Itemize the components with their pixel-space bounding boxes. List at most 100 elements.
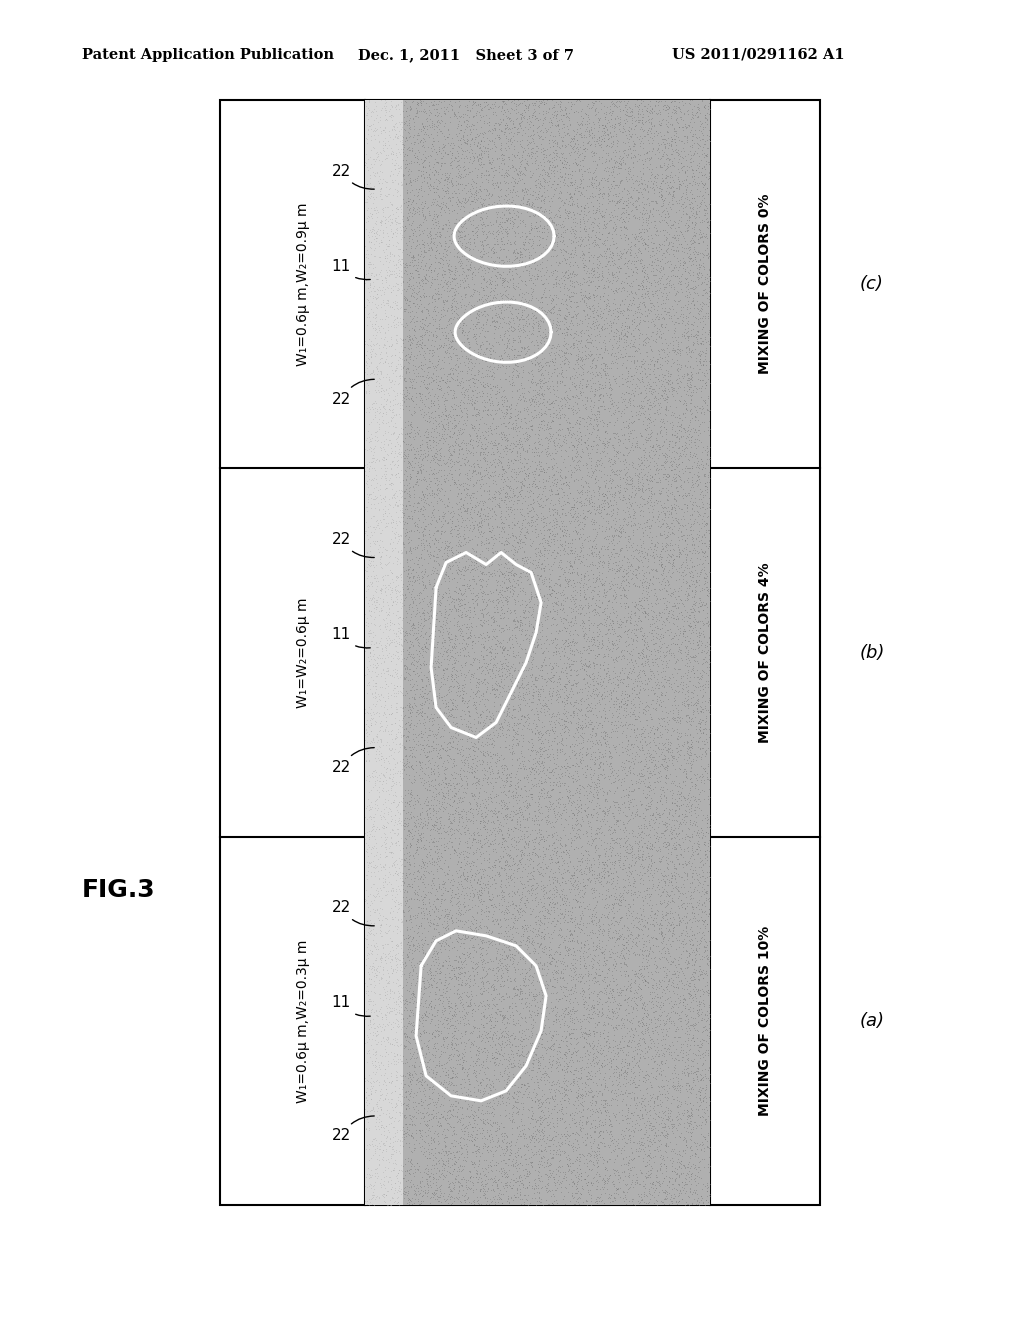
Point xyxy=(599,413,615,434)
Point xyxy=(690,96,707,117)
Point xyxy=(370,290,386,312)
Point xyxy=(602,841,618,862)
Point xyxy=(698,1074,715,1096)
Point xyxy=(631,664,647,685)
Point xyxy=(449,672,465,693)
Point xyxy=(383,161,399,182)
Point xyxy=(380,721,396,742)
Point xyxy=(586,124,602,145)
Point xyxy=(656,578,673,599)
Point xyxy=(376,657,392,678)
Point xyxy=(510,1171,526,1192)
Point xyxy=(689,543,706,564)
Point xyxy=(388,1018,404,1039)
Point xyxy=(567,321,584,342)
Point xyxy=(497,638,513,659)
Point xyxy=(457,132,473,153)
Point xyxy=(519,570,536,591)
Point xyxy=(451,779,467,800)
Point xyxy=(416,374,432,395)
Point xyxy=(554,499,570,520)
Point xyxy=(621,894,637,915)
Point xyxy=(474,809,490,830)
Point xyxy=(465,437,481,458)
Point xyxy=(521,194,538,215)
Point xyxy=(551,788,567,809)
Point xyxy=(504,656,520,677)
Point xyxy=(583,999,599,1020)
Point xyxy=(379,714,395,735)
Point xyxy=(501,164,517,185)
Point xyxy=(504,809,520,830)
Point xyxy=(681,368,697,389)
Point xyxy=(561,416,578,437)
Point xyxy=(419,411,435,432)
Point xyxy=(437,103,454,124)
Point xyxy=(643,469,659,490)
Point xyxy=(449,544,465,565)
Point xyxy=(358,128,375,149)
Point xyxy=(566,364,583,385)
Point xyxy=(525,1137,542,1158)
Point xyxy=(629,170,645,191)
Point xyxy=(359,726,376,747)
Point xyxy=(494,1159,510,1180)
Point xyxy=(410,248,426,269)
Point xyxy=(599,465,615,486)
Point xyxy=(595,759,611,780)
Point xyxy=(440,824,457,845)
Point xyxy=(498,680,514,701)
Point xyxy=(375,977,391,998)
Point xyxy=(372,141,388,162)
Point xyxy=(380,389,396,411)
Point xyxy=(388,140,404,161)
Point xyxy=(514,705,530,726)
Point xyxy=(664,1121,680,1142)
Point xyxy=(599,754,615,775)
Point xyxy=(556,273,572,294)
Point xyxy=(624,223,640,244)
Point xyxy=(598,364,614,385)
Point xyxy=(361,304,378,325)
Point xyxy=(665,294,681,315)
Point xyxy=(666,916,682,937)
Point xyxy=(566,326,583,347)
Point xyxy=(628,110,644,131)
Point xyxy=(567,1129,584,1150)
Point xyxy=(389,648,406,669)
Point xyxy=(455,360,471,381)
Point xyxy=(500,515,516,536)
Point xyxy=(369,727,385,748)
Point xyxy=(660,838,677,859)
Point xyxy=(532,660,549,681)
Point xyxy=(601,463,617,484)
Point xyxy=(651,647,668,668)
Point xyxy=(445,568,462,589)
Point xyxy=(591,129,607,150)
Point xyxy=(624,1047,640,1068)
Point xyxy=(505,780,521,801)
Point xyxy=(510,854,526,875)
Point xyxy=(478,1012,495,1034)
Point xyxy=(606,714,623,735)
Point xyxy=(392,619,409,640)
Point xyxy=(658,886,675,907)
Point xyxy=(563,704,580,725)
Point xyxy=(554,890,570,911)
Point xyxy=(428,591,444,612)
Point xyxy=(634,886,650,907)
Point xyxy=(558,680,574,701)
Point xyxy=(450,698,466,719)
Point xyxy=(575,348,592,370)
Point xyxy=(545,141,561,162)
Point xyxy=(393,1119,410,1140)
Point xyxy=(679,693,695,714)
Point xyxy=(507,484,523,506)
Point xyxy=(496,205,512,226)
Point xyxy=(383,842,399,863)
Point xyxy=(604,454,621,475)
Point xyxy=(623,923,639,944)
Point xyxy=(458,807,474,828)
Point xyxy=(601,944,617,965)
Point xyxy=(499,1056,515,1077)
